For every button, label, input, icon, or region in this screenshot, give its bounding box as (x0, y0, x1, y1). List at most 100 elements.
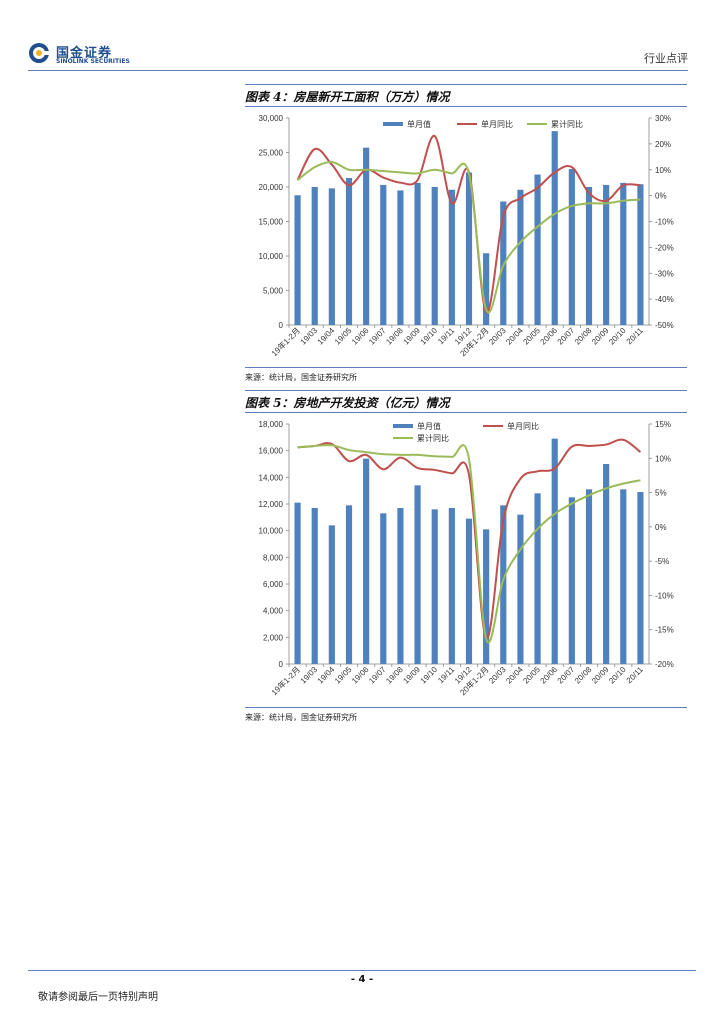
left-axis-tick-label: 10,000 (259, 252, 284, 261)
bar-monthly-value (534, 174, 541, 325)
x-axis-tick-label: 19/11 (436, 665, 456, 685)
figure-4-chart: 0 5,000 10,000 15,000 20,000 25,000 30,000 -50%… (259, 114, 674, 358)
x-axis-tick-label: 20/03 (487, 665, 508, 686)
company-logo: 国金证券 SINOLINK SECURITIES (28, 40, 138, 70)
left-axis-tick-label: 0 (279, 660, 284, 669)
bar-monthly-value (483, 529, 490, 664)
bar-monthly-value (328, 525, 335, 664)
bar-monthly-value (448, 189, 455, 325)
figure-4-title-rule (245, 106, 687, 107)
x-axis-tick-label: 19/03 (299, 326, 320, 347)
right-axis-tick-label: 0% (655, 192, 667, 201)
sinolink-logo-icon (29, 43, 50, 63)
bar-monthly-value (620, 182, 627, 325)
figure-5-bottom-rule (245, 707, 687, 708)
x-axis-tick-label: 19/11 (436, 326, 456, 346)
bar-monthly-value (345, 505, 353, 664)
right-axis-tick-label: 10% (655, 166, 671, 175)
left-axis-tick-label: 10,000 (259, 527, 284, 536)
bar-monthly-value (637, 492, 644, 664)
x-axis-tick-label: 20/08 (573, 326, 594, 347)
x-axis-tick-label: 19/09 (401, 326, 422, 347)
left-axis-tick-label: 25,000 (259, 149, 284, 158)
right-axis-tick-label: 10% (655, 454, 671, 463)
bar-monthly-value (328, 188, 335, 325)
bar-monthly-value (620, 489, 627, 664)
right-axis-tick-label: 0% (655, 523, 667, 532)
bar-monthly-value (568, 497, 575, 664)
right-axis-tick-label: -5% (655, 557, 669, 566)
x-axis-tick-label: 19/08 (384, 665, 405, 686)
bar-monthly-value (380, 184, 387, 325)
legend-label: 单月同比 (507, 421, 539, 431)
line-cumulative-yoy (297, 444, 641, 644)
line-cumulative-yoy (296, 160, 641, 314)
legend-label: 单月值 (407, 119, 431, 129)
figure-5-title: 图表 5：房地产开发投资（亿元）情况 (245, 396, 450, 410)
legend-swatch-monthly-value (383, 122, 403, 126)
bar-monthly-value (448, 508, 455, 664)
x-axis-tick-label: 19/05 (333, 326, 354, 347)
right-axis-tick-label: 20% (655, 140, 671, 149)
right-axis-tick-label: -15% (655, 626, 674, 635)
legend-label: 累计同比 (417, 433, 449, 443)
disclaimer-text: 敬请参阅最后一页特别声明 (38, 992, 158, 1003)
bar-monthly-value (397, 508, 404, 664)
bar-monthly-value (397, 190, 404, 325)
bar-monthly-value (294, 195, 301, 325)
left-axis-tick-label: 16,000 (259, 447, 284, 456)
legend-label: 单月同比 (481, 119, 513, 129)
right-axis-tick-label: -20% (655, 660, 674, 669)
figure-5-top-rule (245, 390, 687, 391)
bar-monthly-value (483, 253, 490, 325)
left-axis-tick-label: 2,000 (263, 633, 284, 642)
right-axis-tick-label: -50% (655, 321, 674, 330)
left-axis-tick-label: 6,000 (263, 580, 284, 589)
x-axis-tick-label: 19/10 (419, 326, 440, 347)
left-axis-tick-label: 5,000 (263, 287, 284, 296)
bar-monthly-value (517, 514, 524, 664)
left-axis-tick-label: 8,000 (263, 553, 284, 562)
right-axis-tick-label: -40% (655, 295, 674, 304)
x-axis-tick-label: 19/10 (419, 665, 440, 686)
x-axis-tick-label: 20/08 (573, 665, 594, 686)
x-axis-tick-label: 19/04 (316, 665, 337, 686)
x-axis-tick-label: 20/09 (590, 326, 611, 347)
right-axis-tick-label: -10% (655, 218, 674, 227)
logo-english-text: SINOLINK SECURITIES (56, 58, 130, 65)
right-axis-tick-label: 30% (655, 114, 671, 123)
x-axis-tick-label: 19/09 (401, 665, 422, 686)
x-axis-tick-label: 20/05 (521, 326, 542, 347)
bar-monthly-value (517, 189, 524, 325)
bar-monthly-value (568, 169, 575, 325)
x-axis-tick-label: 20/09 (590, 665, 611, 686)
x-axis-tick-label: 19/05 (333, 665, 354, 686)
figure-4-source: 来源：统计局，国金证券研究所 (245, 373, 357, 382)
figure-5-source: 来源：统计局，国金证券研究所 (245, 713, 357, 722)
x-axis-tick-label: 20/06 (539, 665, 560, 686)
bar-monthly-value (465, 172, 473, 325)
bar-monthly-value (534, 493, 541, 664)
right-axis-tick-label: -20% (655, 243, 674, 252)
bar-monthly-value (603, 464, 610, 664)
bar-monthly-value (500, 505, 507, 664)
bar-monthly-value (551, 438, 558, 664)
figure-4-bottom-rule (245, 367, 687, 368)
left-axis-tick-label: 4,000 (263, 607, 284, 616)
bar-monthly-value (311, 508, 318, 664)
bar-monthly-value (465, 518, 473, 664)
x-axis-tick-label: 19/04 (316, 326, 337, 347)
x-axis-tick-label: 20/06 (539, 326, 560, 347)
x-axis-tick-label: 20/07 (556, 665, 577, 686)
legend-label: 累计同比 (551, 119, 583, 129)
x-axis-tick-label: 20/10 (607, 665, 628, 686)
bar-monthly-value (414, 485, 421, 664)
legend-swatch-monthly-value (393, 424, 413, 428)
page-header: 国金证券 SINOLINK SECURITIES 行业点评 (28, 40, 688, 72)
report-type-label: 行业点评 (644, 52, 688, 65)
bar-monthly-value (311, 187, 318, 325)
bar-monthly-value (380, 513, 387, 664)
x-axis-tick-label: 20/11 (625, 326, 645, 346)
bar-monthly-value (294, 502, 301, 664)
x-axis-tick-label: 19/07 (367, 326, 388, 347)
